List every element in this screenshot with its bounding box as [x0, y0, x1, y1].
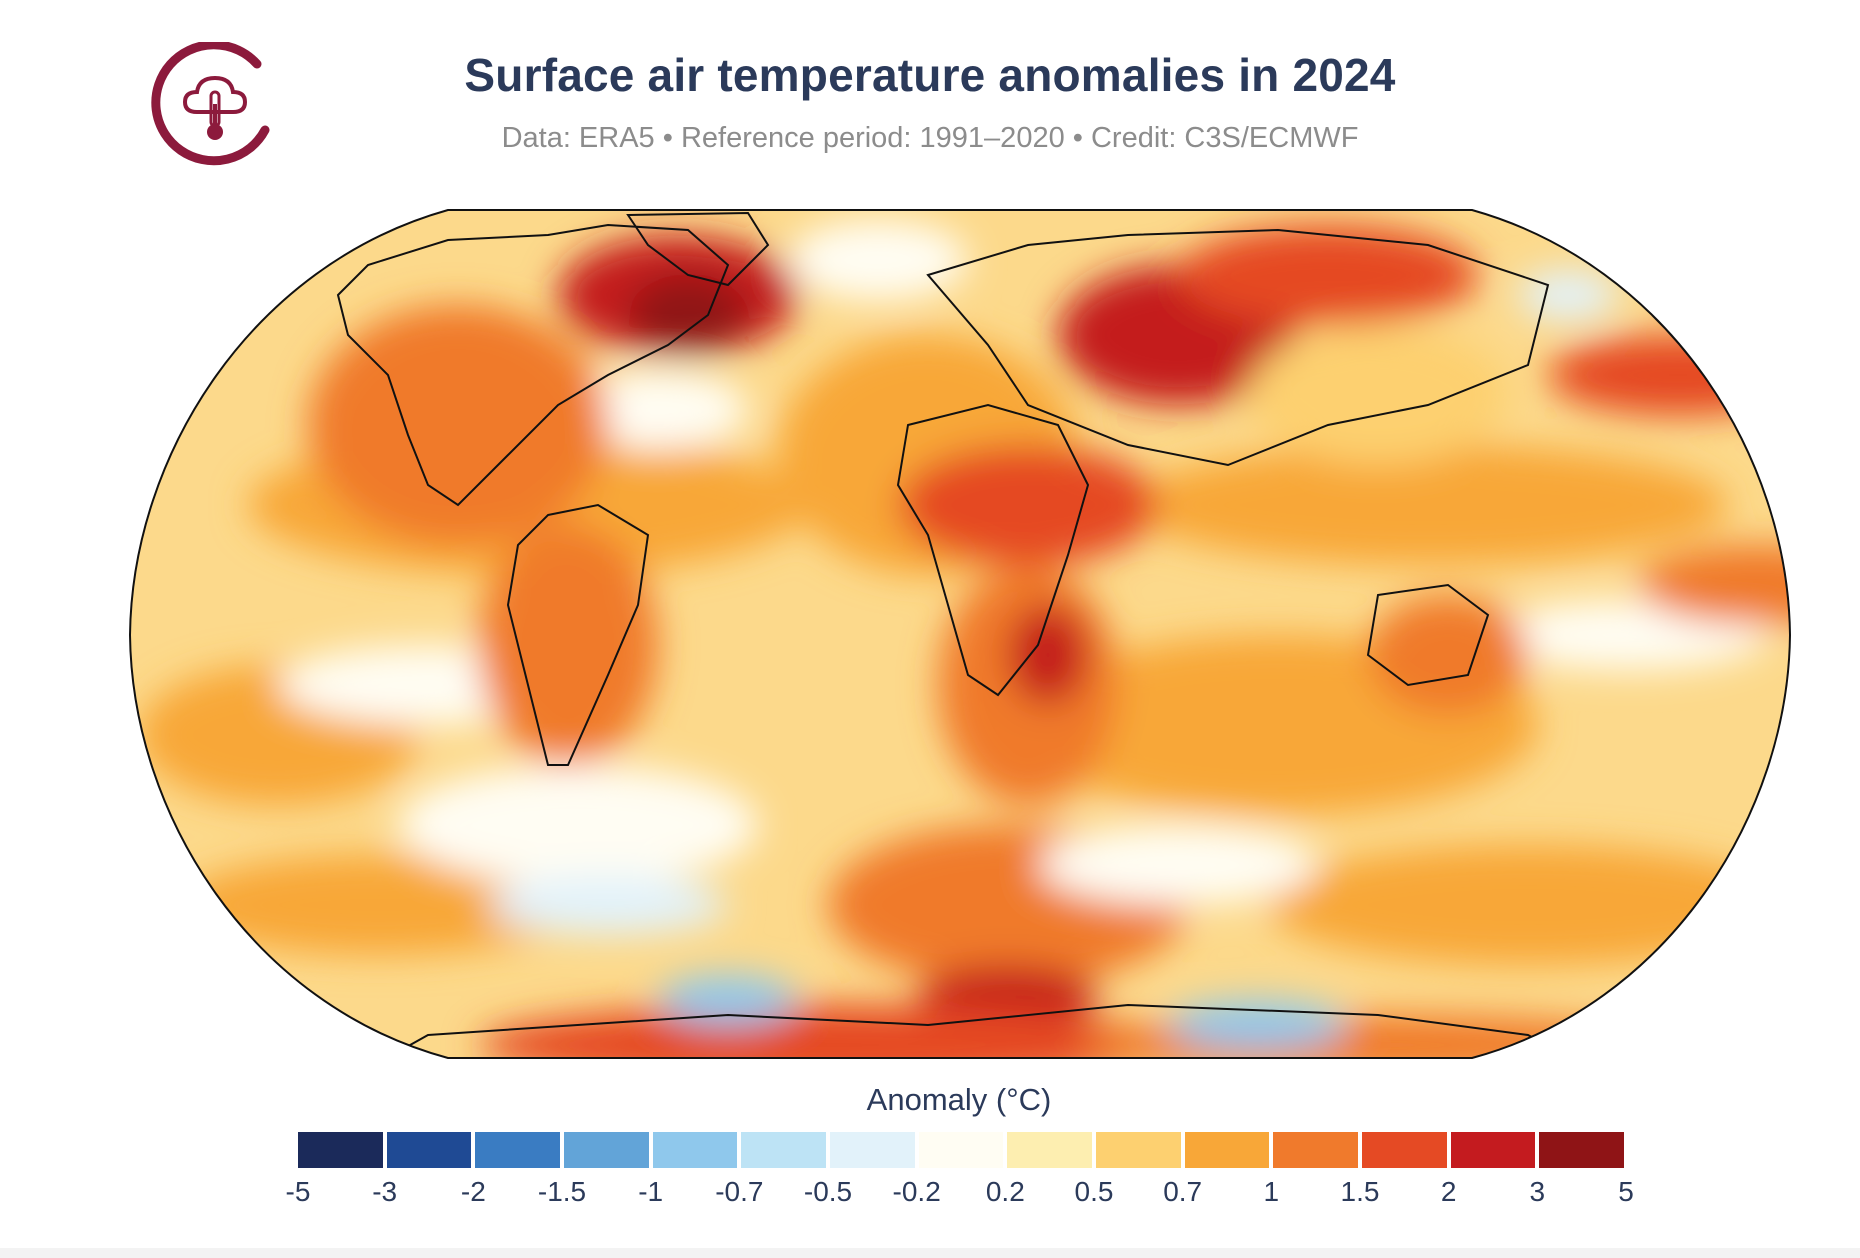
colorbar-tick-label: 3: [1529, 1176, 1546, 1207]
colorbar-tick-label: 5: [1618, 1176, 1634, 1207]
colorbar-swatch: [918, 1132, 1004, 1168]
colorbar-tick-label: -0.7: [715, 1176, 764, 1207]
world-anomaly-map: [128, 209, 1792, 1059]
page-subtitle: Data: ERA5 • Reference period: 1991–2020…: [501, 122, 1359, 154]
colorbar-tick-label: -2: [460, 1176, 486, 1207]
colorbar-swatch: [741, 1132, 826, 1168]
bottom-bar: [0, 1248, 1860, 1258]
colorbar-swatch: [1362, 1132, 1447, 1168]
colorbar-swatch: [1184, 1132, 1270, 1168]
colorbar-swatch: [830, 1132, 915, 1168]
legend-title: Anomaly (°C): [866, 1082, 1052, 1117]
colorbar-swatch: [1539, 1132, 1624, 1168]
colorbar-tick-label: -5: [285, 1176, 311, 1207]
map-border: [128, 209, 1792, 1059]
colorbar-swatch: [386, 1132, 472, 1168]
colorbar-tick-label: 1.5: [1340, 1176, 1380, 1207]
coastlines: [336, 211, 1582, 1058]
page-title: Surface air temperature anomalies in 202…: [464, 49, 1396, 101]
colorbar-tick-label: 0.5: [1074, 1176, 1114, 1207]
colorbar-tick-label: -1.5: [537, 1176, 587, 1207]
colorbar-tick-label: 1: [1263, 1176, 1280, 1207]
colorbar-tick-label: -0.5: [803, 1176, 853, 1207]
c3s-cloud-thermometer-icon: [151, 40, 270, 166]
colorbar-swatch: [652, 1132, 738, 1168]
colorbar-tick-label: 0.2: [985, 1176, 1025, 1207]
colorbar-tick-label: -3: [372, 1176, 398, 1207]
colorbar-tick-label: -0.2: [892, 1176, 941, 1207]
colorbar-swatch: [564, 1132, 649, 1168]
colorbar-swatch: [475, 1132, 560, 1168]
colorbar-tick-label: 0.7: [1163, 1176, 1203, 1207]
colorbar-swatch: [1273, 1132, 1358, 1168]
colorbar: [298, 1132, 1628, 1172]
colorbar-ticks: -5 -3 -2 -1.5 -1 -0.7 -0.5 -0.2 0.2 0.5 0.7 1 1.5 2 3 5: [0, 1172, 1860, 1222]
colorbar-swatch: [1007, 1132, 1092, 1168]
colorbar-swatch: [298, 1132, 383, 1168]
colorbar-swatch: [1096, 1132, 1181, 1168]
colorbar-tick-label: 2: [1440, 1176, 1457, 1207]
logo: [145, 40, 275, 172]
colorbar-tick-label: -1: [638, 1176, 664, 1207]
colorbar-swatch: [1450, 1132, 1536, 1168]
